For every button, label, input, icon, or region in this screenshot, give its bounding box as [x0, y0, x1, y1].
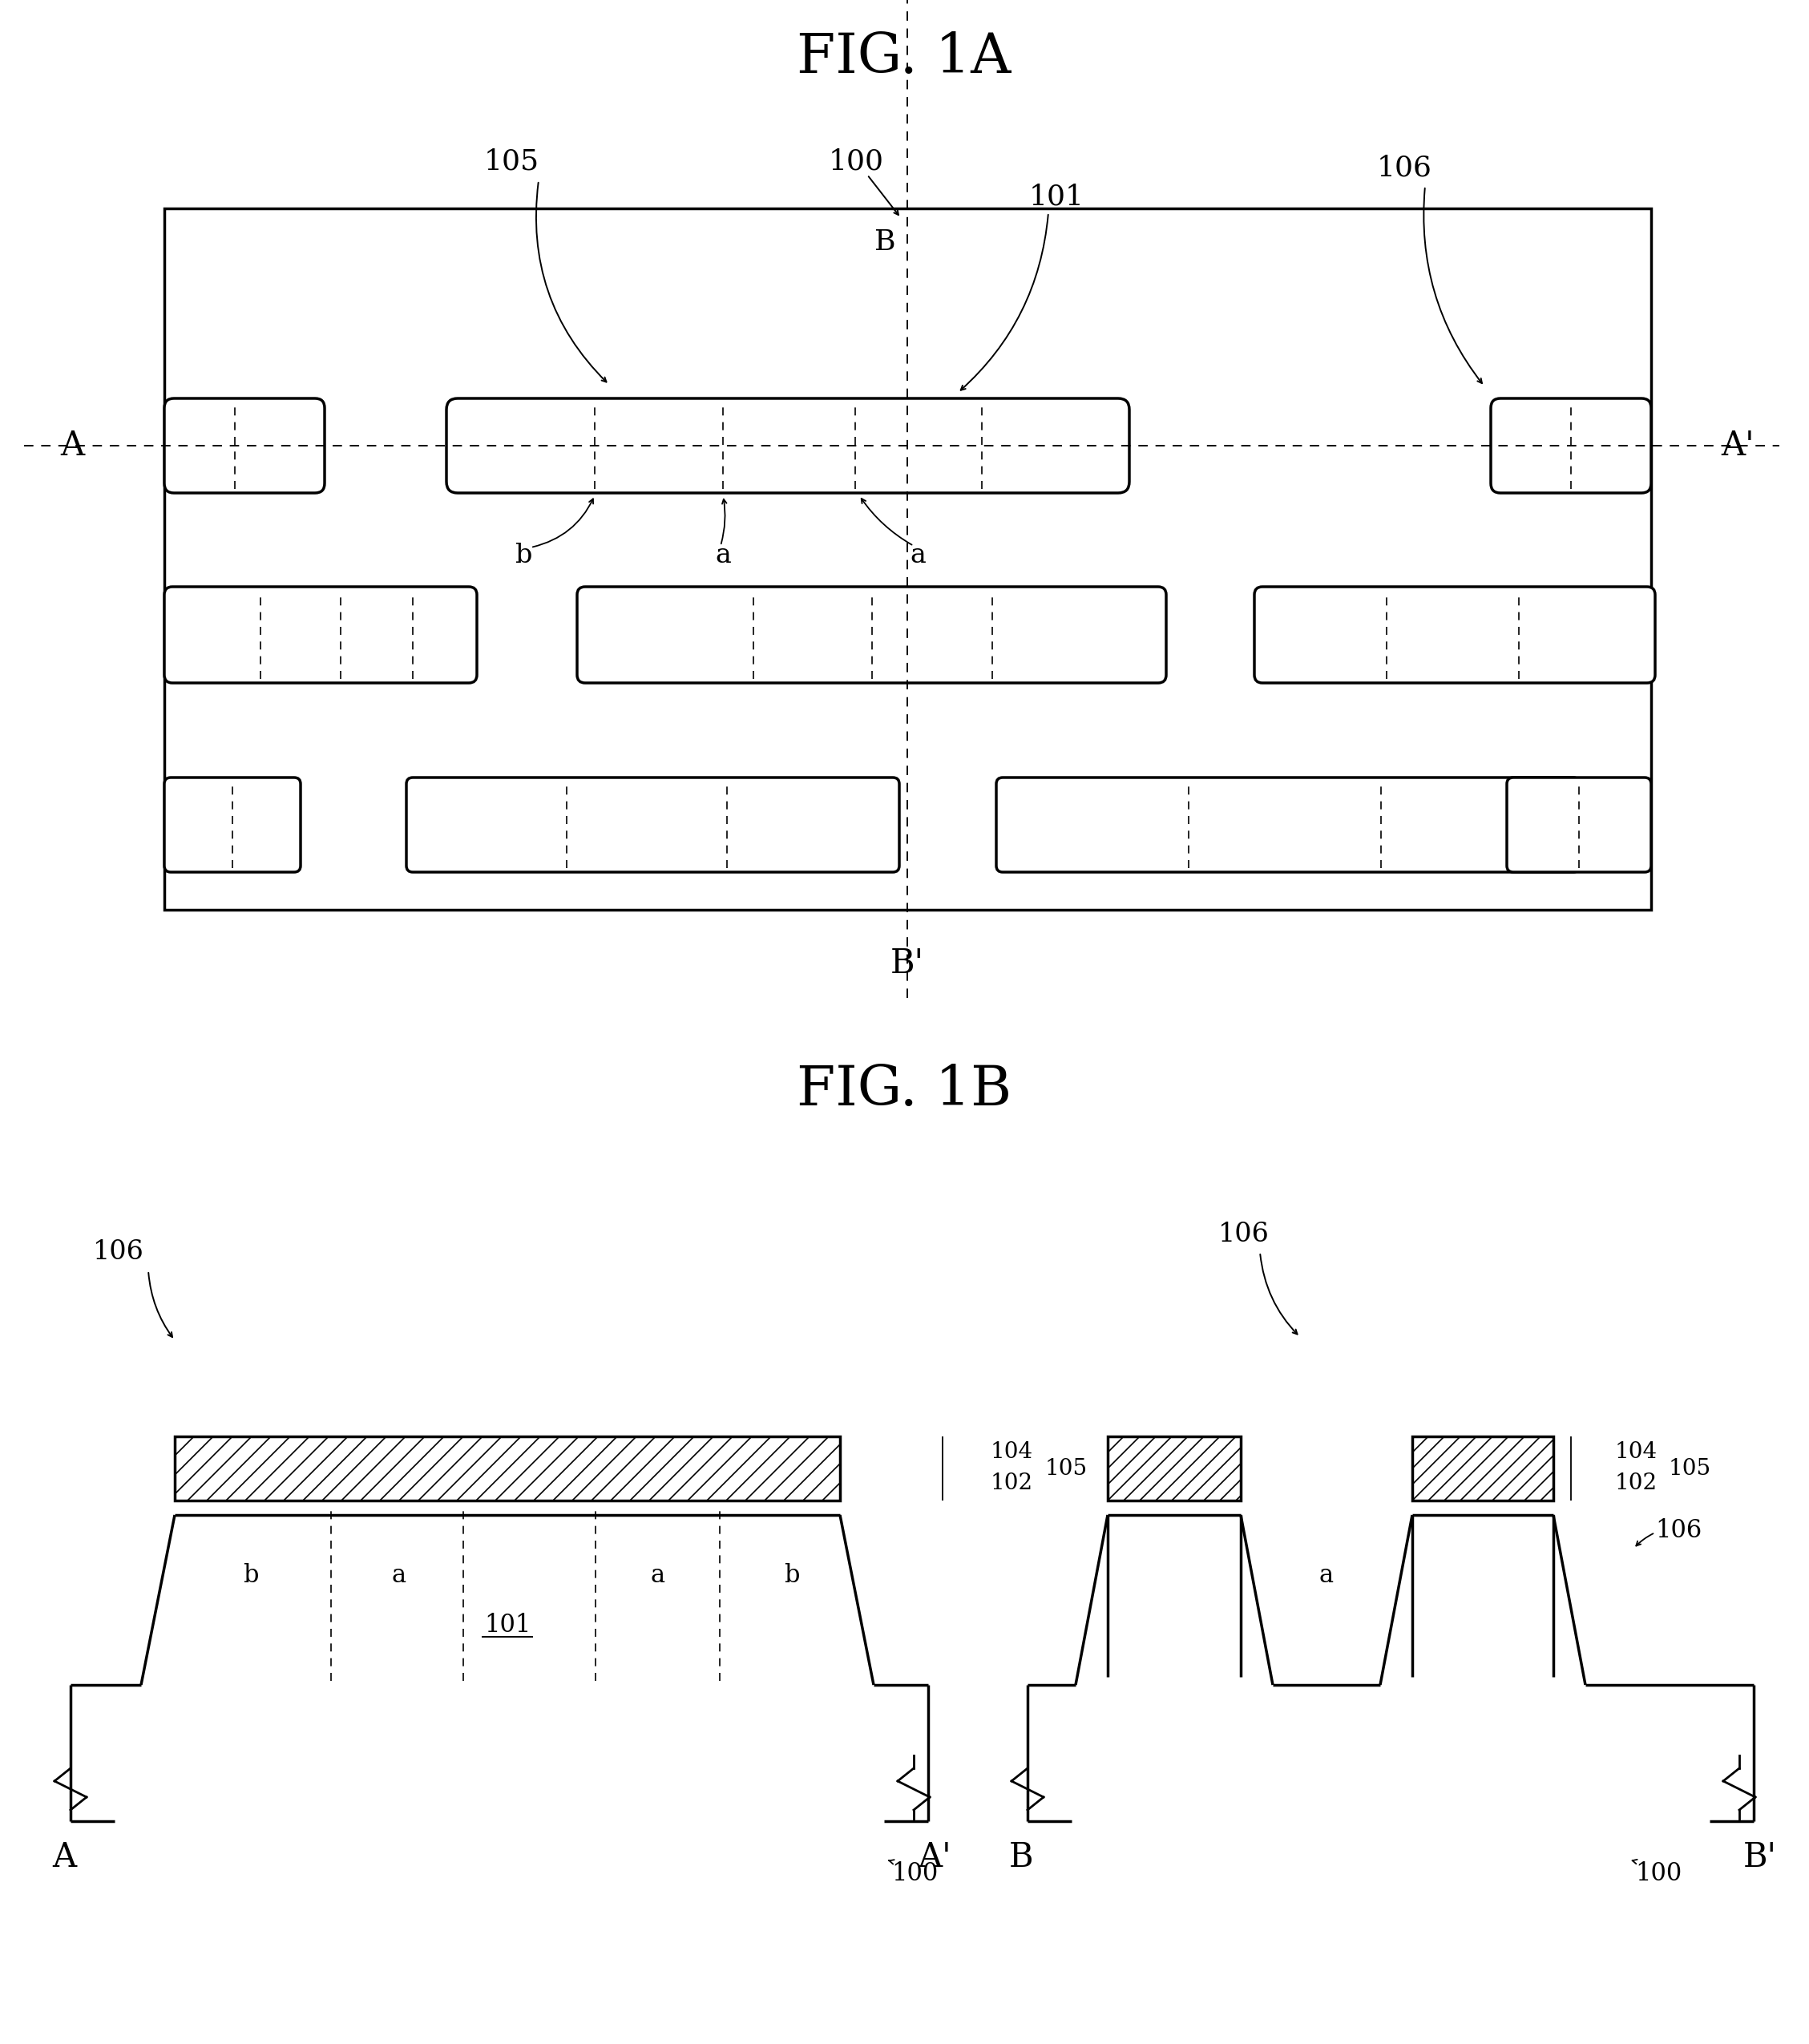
Text: 104: 104: [991, 1441, 1033, 1464]
FancyBboxPatch shape: [447, 399, 1129, 493]
Text: 106: 106: [1655, 1519, 1702, 1543]
Text: 105: 105: [483, 149, 539, 176]
Text: b: b: [516, 542, 534, 568]
Text: 101: 101: [1029, 182, 1084, 211]
Text: b: b: [783, 1564, 800, 1588]
FancyBboxPatch shape: [1491, 399, 1652, 493]
Bar: [175, 1437, 839, 1500]
Text: a: a: [393, 1564, 407, 1588]
Text: 106: 106: [1217, 1222, 1270, 1247]
Text: B: B: [874, 229, 895, 255]
Text: B': B': [890, 946, 924, 981]
FancyBboxPatch shape: [165, 777, 300, 873]
Text: 100: 100: [892, 1862, 937, 1887]
FancyBboxPatch shape: [997, 777, 1579, 873]
FancyBboxPatch shape: [1254, 587, 1655, 683]
Text: 106: 106: [92, 1239, 145, 1265]
Bar: [165, 208, 1652, 910]
Text: 102: 102: [1615, 1472, 1657, 1494]
Text: A': A': [917, 1840, 952, 1874]
FancyBboxPatch shape: [577, 587, 1167, 683]
Text: A: A: [60, 429, 85, 462]
Text: a: a: [651, 1564, 666, 1588]
Text: B: B: [1009, 1840, 1033, 1874]
Text: FIG. 1B: FIG. 1B: [796, 1063, 1011, 1116]
Text: 105: 105: [1668, 1457, 1711, 1480]
Text: 102: 102: [991, 1472, 1033, 1494]
Bar: [1413, 1437, 1554, 1500]
FancyBboxPatch shape: [1507, 777, 1652, 873]
FancyBboxPatch shape: [165, 587, 478, 683]
Text: a: a: [910, 542, 926, 568]
Text: 106: 106: [1377, 155, 1433, 182]
Text: A': A': [1720, 429, 1755, 462]
Text: b: b: [242, 1564, 259, 1588]
Text: 100: 100: [829, 149, 883, 176]
Text: 104: 104: [1615, 1441, 1657, 1464]
FancyBboxPatch shape: [165, 399, 324, 493]
Text: 105: 105: [1046, 1457, 1087, 1480]
Text: 101: 101: [485, 1613, 530, 1637]
Text: A: A: [52, 1840, 76, 1874]
Text: FIG. 1A: FIG. 1A: [798, 31, 1011, 84]
FancyBboxPatch shape: [407, 777, 899, 873]
Text: B': B': [1744, 1840, 1776, 1874]
Text: a: a: [1319, 1564, 1333, 1588]
Text: 100: 100: [1635, 1862, 1682, 1887]
Text: a: a: [715, 542, 731, 568]
Bar: [1107, 1437, 1241, 1500]
